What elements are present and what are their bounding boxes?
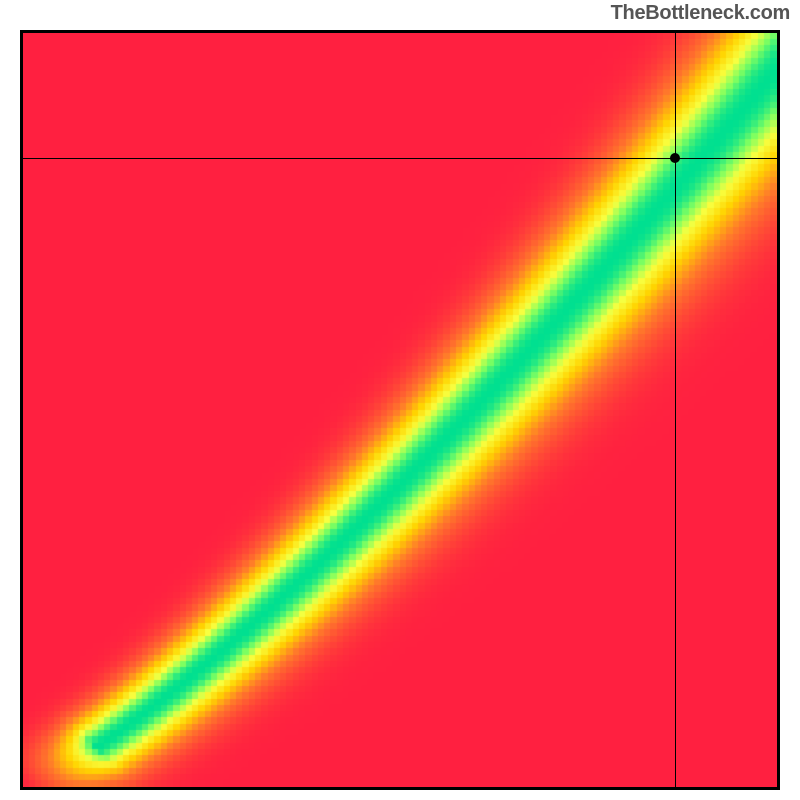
watermark-text: TheBottleneck.com <box>611 2 790 25</box>
crosshair-horizontal <box>23 158 777 159</box>
crosshair-marker <box>670 153 680 163</box>
crosshair-vertical <box>675 33 676 787</box>
heatmap-canvas <box>23 33 777 787</box>
plot-frame <box>20 30 780 790</box>
chart-container: TheBottleneck.com <box>0 0 800 800</box>
